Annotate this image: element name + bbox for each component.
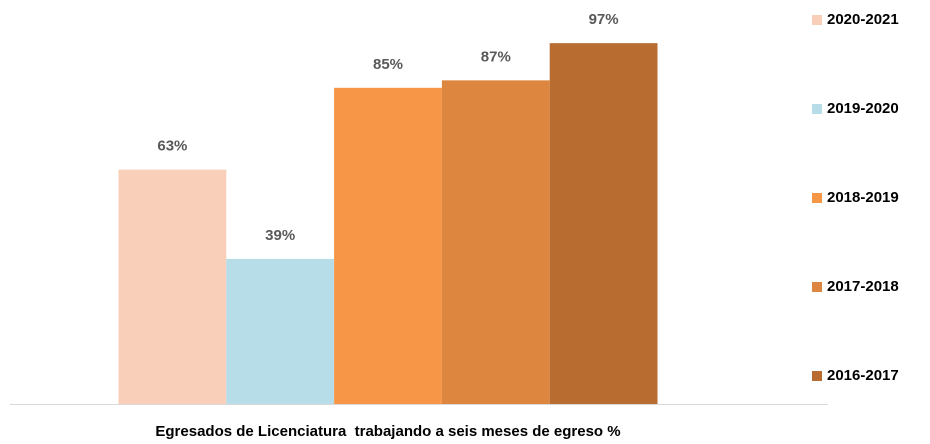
legend-swatch	[812, 282, 822, 292]
value-label: 87%	[481, 48, 511, 65]
legend-label: 2018-2019	[827, 189, 899, 206]
legend-swatch	[812, 193, 822, 203]
legend-label: 2019-2020	[827, 100, 899, 117]
value-label: 85%	[373, 56, 403, 73]
legend-label: 2017-2018	[827, 278, 899, 295]
value-label: 39%	[265, 227, 295, 244]
legend-swatch	[812, 15, 822, 25]
legend-swatch	[812, 371, 822, 381]
legend-label: 2016-2017	[827, 367, 899, 384]
bar	[441, 80, 550, 405]
value-label: 63%	[157, 138, 187, 155]
bar	[118, 169, 227, 404]
legend-label: 2020-2021	[827, 11, 899, 28]
value-label: 97%	[589, 11, 619, 28]
legend-swatch	[812, 104, 822, 114]
bar	[549, 43, 658, 404]
bar	[334, 87, 442, 405]
x-tick-label: Egresados de Licenciatura trabajando a s…	[155, 423, 620, 440]
bar	[226, 258, 335, 404]
